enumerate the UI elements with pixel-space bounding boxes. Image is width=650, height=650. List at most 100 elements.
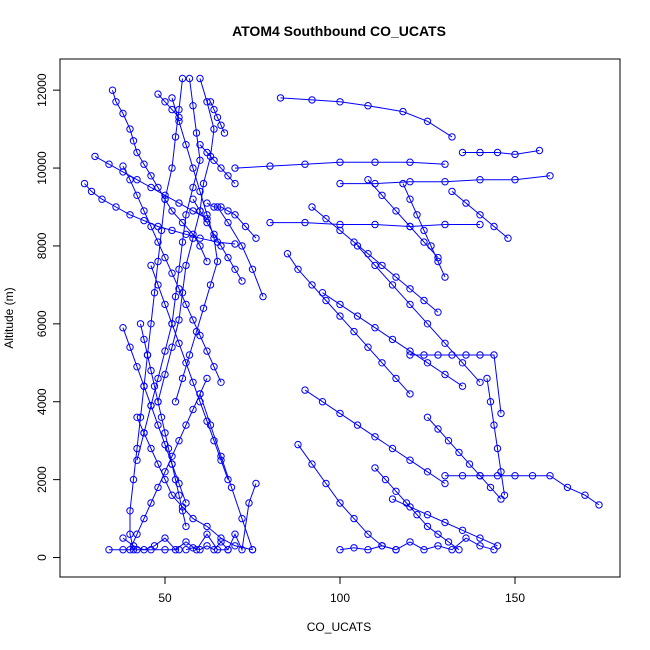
data-point: [458, 382, 467, 390]
data-point: [238, 277, 246, 285]
data-point: [206, 98, 215, 106]
data-point: [434, 257, 442, 266]
data-point: [182, 546, 190, 554]
data-point: [595, 501, 603, 509]
data-point: [423, 117, 432, 126]
data-point: [196, 546, 204, 554]
series-line: [157, 93, 180, 118]
data-point: [133, 546, 141, 554]
data-point: [406, 178, 414, 186]
data-point: [182, 230, 190, 239]
data-point: [189, 405, 197, 414]
data-point: [465, 460, 474, 468]
data-point: [392, 487, 400, 495]
data-point: [406, 390, 414, 398]
series-31: [371, 464, 463, 554]
data-point: [147, 444, 155, 453]
data-point: [126, 125, 134, 133]
data-point: [476, 378, 484, 386]
data-point: [420, 226, 428, 235]
series-line: [270, 222, 480, 228]
data-point: [112, 203, 120, 211]
series-line: [427, 416, 502, 500]
series-line: [392, 498, 498, 547]
series-8: [168, 94, 222, 406]
x-axis: 50 100 150: [158, 576, 525, 605]
data-point: [231, 265, 239, 273]
data-point: [203, 148, 211, 157]
data-point: [493, 148, 502, 157]
series-33: [301, 386, 449, 488]
data-point: [423, 468, 432, 476]
data-point: [476, 472, 484, 480]
series-27: [336, 172, 554, 188]
data-point: [168, 491, 176, 499]
series-23: [154, 90, 183, 122]
data-point: [388, 335, 397, 344]
data-point: [210, 546, 218, 554]
series-9: [136, 320, 190, 531]
series-6: [133, 74, 204, 464]
data-point: [224, 172, 232, 180]
data-point: [171, 133, 180, 141]
y-tick-label: 10000: [35, 151, 49, 185]
data-point: [133, 191, 141, 200]
y-tick-label: 12000: [35, 73, 49, 107]
data-point: [105, 546, 113, 554]
data-point: [241, 222, 250, 231]
data-point: [441, 479, 449, 488]
series-32: [441, 472, 603, 509]
data-point: [175, 546, 183, 554]
data-point: [427, 242, 435, 250]
x-axis-label: CO_UCATS: [307, 620, 371, 634]
series-line: [451, 191, 509, 239]
data-point: [490, 351, 498, 359]
data-point: [392, 374, 400, 383]
data-point: [483, 374, 491, 383]
data-point: [441, 220, 449, 229]
data-point: [133, 176, 141, 184]
data-point: [224, 546, 232, 554]
data-point: [406, 300, 414, 309]
data-point: [119, 109, 127, 118]
y-axis-label: Altitude (m): [2, 287, 16, 348]
data-point: [175, 339, 183, 347]
data-point: [448, 187, 456, 196]
series-line: [287, 253, 411, 395]
data-point: [476, 542, 484, 550]
data-point: [476, 534, 484, 542]
data-point: [434, 425, 442, 433]
data-point: [161, 98, 169, 106]
data-point: [423, 413, 432, 421]
data-point: [248, 265, 257, 273]
data-point: [336, 499, 344, 507]
data-point: [476, 148, 484, 157]
data-point: [189, 195, 197, 203]
data-point: [147, 366, 155, 375]
data-point: [441, 518, 449, 527]
data-point: [119, 162, 127, 170]
data-point: [378, 261, 386, 270]
data-point: [364, 102, 372, 110]
data-point: [220, 129, 229, 137]
series-42: [364, 176, 442, 262]
data-point: [210, 437, 218, 445]
series-line: [217, 206, 264, 297]
data-point: [563, 483, 572, 492]
series-line: [136, 417, 253, 551]
series-34: [294, 440, 400, 554]
series-line: [140, 323, 187, 527]
data-point: [140, 514, 148, 523]
data-point: [458, 359, 467, 367]
data-point: [371, 158, 379, 166]
data-point: [189, 544, 197, 552]
data-point: [206, 281, 215, 289]
x-tick-label: 50: [158, 591, 172, 605]
series-line: [157, 78, 215, 402]
data-point: [161, 370, 169, 379]
data-point: [486, 483, 495, 492]
data-point: [381, 475, 390, 484]
data-point: [147, 261, 155, 270]
data-point: [182, 300, 190, 309]
data-point: [364, 530, 372, 538]
